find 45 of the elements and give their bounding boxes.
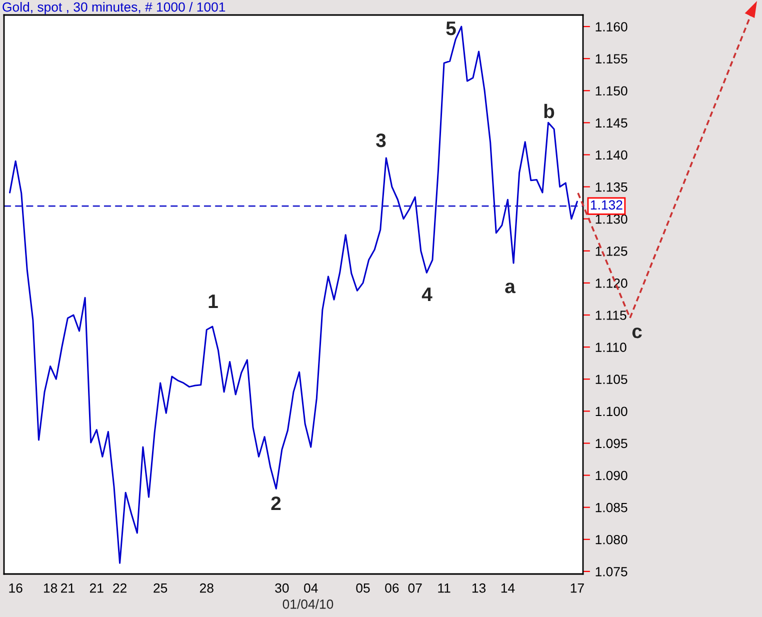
y-tick-label: 1.100: [596, 406, 628, 416]
x-tick-label: 04: [304, 583, 318, 593]
y-tick-label: 1.105: [596, 374, 628, 384]
annotation: 1: [208, 294, 218, 308]
annotation: 5: [446, 22, 456, 36]
y-tick-label: 1.090: [596, 470, 628, 480]
x-tick-label: 16: [9, 583, 22, 593]
chart-title: Gold, spot , 30 minutes, # 1000 / 1001: [2, 2, 226, 14]
y-tick-label: 1.080: [596, 534, 628, 544]
y-tick-label: 1.110: [596, 342, 626, 352]
annotation: 4: [422, 288, 432, 302]
y-tick-label: 1.155: [596, 54, 628, 64]
x-tick-label: 25: [154, 583, 168, 593]
y-tick-label: 1.125: [596, 246, 628, 256]
y-tick-label: 1.140: [596, 150, 628, 160]
x-tick-label: 14: [501, 584, 515, 593]
x-tick-label: 11: [438, 584, 450, 593]
x-tick-label: 05: [356, 583, 370, 593]
y-tick-label: 1.095: [596, 438, 628, 448]
x-tick-label: 13: [472, 583, 486, 593]
y-tick-label: 1.115: [596, 310, 626, 320]
y-tick-label: 1.150: [596, 86, 628, 96]
x-tick-label: 22: [113, 583, 126, 593]
annotation: 2: [271, 496, 281, 510]
x-tick-label: 07: [408, 583, 422, 593]
y-tick-label: 1.135: [596, 182, 628, 192]
ref-line-label: 1.132: [590, 200, 622, 210]
x-tick-label: 18: [44, 583, 58, 593]
x-tick-label: 28: [200, 583, 214, 593]
y-tick-label: 1.085: [596, 502, 628, 512]
annotation: a: [505, 282, 516, 294]
y-tick-label: 1.160: [596, 22, 628, 32]
y-tick-label: 1.145: [596, 118, 628, 128]
annotation: 3: [376, 133, 386, 148]
text: c: [632, 328, 642, 338]
y-tick-label: 1.120: [596, 278, 628, 288]
x-tick-label: 06: [385, 583, 399, 593]
x-tick-label: 30: [275, 583, 289, 593]
x-tick-label: 21: [90, 583, 104, 593]
y-tick-label: 1.075: [596, 567, 628, 576]
x-tick-label: 21: [61, 583, 74, 593]
annotation: b: [544, 104, 554, 118]
x-tick-label: 17: [570, 584, 584, 593]
x-axis-title: 01/04/10: [282, 599, 334, 609]
y-tick-label: 1.130: [596, 214, 628, 224]
